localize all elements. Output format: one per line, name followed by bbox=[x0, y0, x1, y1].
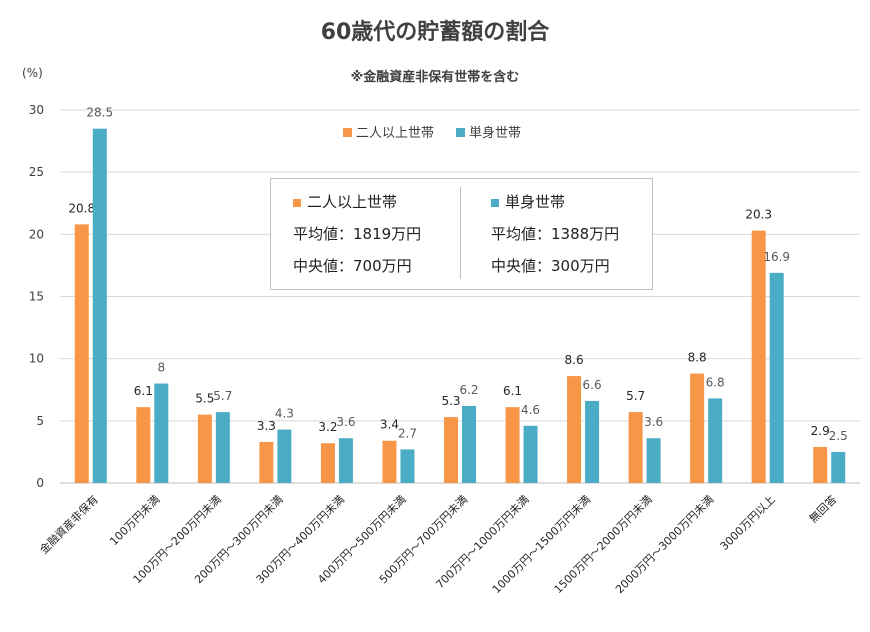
y-tick-label: 30 bbox=[29, 103, 44, 117]
info-left-median: 中央値：700万円 bbox=[293, 257, 412, 275]
data-label: 2.5 bbox=[829, 429, 848, 443]
x-tick-label: 3000万円以上 bbox=[718, 493, 778, 553]
data-label: 3.6 bbox=[336, 415, 355, 429]
data-label: 28.5 bbox=[86, 106, 113, 120]
bar-multi bbox=[74, 224, 89, 484]
data-label: 5.7 bbox=[626, 389, 645, 403]
bar-multi bbox=[690, 373, 705, 483]
data-label: 6.8 bbox=[706, 375, 725, 389]
data-label: 2.9 bbox=[811, 424, 830, 438]
legend-swatch-teal bbox=[456, 128, 466, 137]
x-tick-label: 2000万円～3000万円未満 bbox=[613, 493, 716, 596]
data-label: 8.8 bbox=[688, 351, 707, 365]
data-label: 16.9 bbox=[763, 250, 790, 264]
data-label: 2.7 bbox=[398, 426, 417, 440]
data-label: 8.6 bbox=[565, 353, 584, 367]
bar-multi bbox=[197, 414, 212, 483]
y-tick-label: 25 bbox=[29, 165, 44, 179]
data-label: 6.2 bbox=[459, 383, 478, 397]
chart-subtitle: ※金融資産非保有世帯を含む bbox=[350, 70, 520, 85]
y-tick-label: 0 bbox=[36, 476, 44, 490]
legend-swatch-orange bbox=[343, 128, 352, 137]
y-tick-label: 20 bbox=[29, 227, 44, 241]
bar-multi bbox=[259, 441, 274, 483]
data-label: 8 bbox=[157, 361, 165, 375]
legend-label: 二人以上世帯 bbox=[356, 126, 435, 141]
data-label: 3.2 bbox=[318, 420, 337, 434]
info-right-header: 単身世帯 bbox=[491, 189, 619, 221]
y-tick-label: 15 bbox=[29, 290, 44, 304]
data-label: 5.7 bbox=[213, 389, 232, 403]
info-right-mean: 平均値：1388万円 bbox=[491, 225, 620, 243]
info-left: 二人以上世帯 平均値：1819万円 中央値：700万円 bbox=[293, 189, 421, 285]
x-tick-label: 1500万円～2000万円未満 bbox=[551, 493, 654, 596]
info-left-name: 二人以上世帯 bbox=[307, 193, 398, 211]
y-tick-label: 5 bbox=[36, 414, 44, 428]
bar-single bbox=[708, 398, 723, 483]
info-left-header: 二人以上世帯 bbox=[293, 189, 421, 221]
legend-label: 単身世帯 bbox=[469, 126, 522, 141]
y-tick-label: 10 bbox=[29, 352, 44, 366]
info-left-mean: 平均値：1819万円 bbox=[293, 225, 422, 243]
bar-single bbox=[215, 412, 230, 483]
x-tick-label: 100万円未満 bbox=[107, 493, 162, 548]
data-label: 3.6 bbox=[644, 415, 663, 429]
bar-single bbox=[585, 400, 600, 483]
legend-item-multi: 二人以上世帯 bbox=[343, 122, 434, 141]
bar-single bbox=[462, 405, 476, 483]
bar-multi bbox=[382, 440, 397, 483]
teal-swatch bbox=[491, 198, 499, 207]
bar-single bbox=[523, 425, 538, 483]
data-label: 5.3 bbox=[441, 394, 460, 408]
data-label: 5.5 bbox=[195, 392, 214, 406]
info-right-name: 単身世帯 bbox=[505, 193, 566, 211]
x-tick-label: 金融資産非保有 bbox=[37, 492, 101, 556]
bar-single bbox=[769, 272, 784, 483]
bar-multi bbox=[444, 417, 458, 483]
data-label: 20.8 bbox=[68, 201, 95, 215]
info-right: 単身世帯 平均値：1388万円 中央値：300万円 bbox=[491, 189, 619, 285]
info-divider bbox=[460, 187, 461, 279]
bar-single bbox=[338, 438, 353, 483]
data-label: 3.4 bbox=[380, 418, 399, 432]
info-right-median: 中央値：300万円 bbox=[491, 257, 610, 275]
data-label: 3.3 bbox=[257, 419, 276, 433]
data-label: 4.6 bbox=[521, 403, 540, 417]
bar-single bbox=[277, 429, 292, 483]
bar-multi bbox=[136, 407, 151, 483]
chart-title: 60歳代の貯蓄額の割合 bbox=[320, 20, 550, 45]
data-label: 6.1 bbox=[134, 384, 153, 398]
info-box: 二人以上世帯 平均値：1819万円 中央値：700万円 単身世帯 平均値：138… bbox=[270, 178, 653, 290]
bar-single bbox=[646, 438, 661, 483]
legend: 二人以上世帯 単身世帯 bbox=[343, 122, 521, 141]
data-label: 6.6 bbox=[583, 378, 602, 392]
y-axis-unit: (%) bbox=[22, 66, 43, 80]
bar-single bbox=[154, 383, 169, 483]
bar-multi bbox=[751, 230, 766, 483]
bar-single bbox=[92, 128, 107, 483]
x-tick-label: 1000万円～1500万円未満 bbox=[490, 493, 593, 596]
bar-multi bbox=[813, 446, 828, 483]
bar-multi bbox=[628, 412, 643, 483]
bar-multi bbox=[320, 443, 335, 483]
data-label: 20.3 bbox=[745, 208, 772, 222]
bar-multi bbox=[567, 376, 582, 483]
x-tick-label: 無回答 bbox=[806, 492, 839, 525]
legend-item-single: 単身世帯 bbox=[456, 122, 521, 141]
data-label: 4.3 bbox=[275, 407, 294, 421]
bar-multi bbox=[505, 407, 520, 483]
bar-single bbox=[831, 451, 846, 483]
bar-single bbox=[400, 449, 415, 483]
orange-swatch bbox=[293, 198, 301, 207]
data-label: 6.1 bbox=[503, 384, 522, 398]
